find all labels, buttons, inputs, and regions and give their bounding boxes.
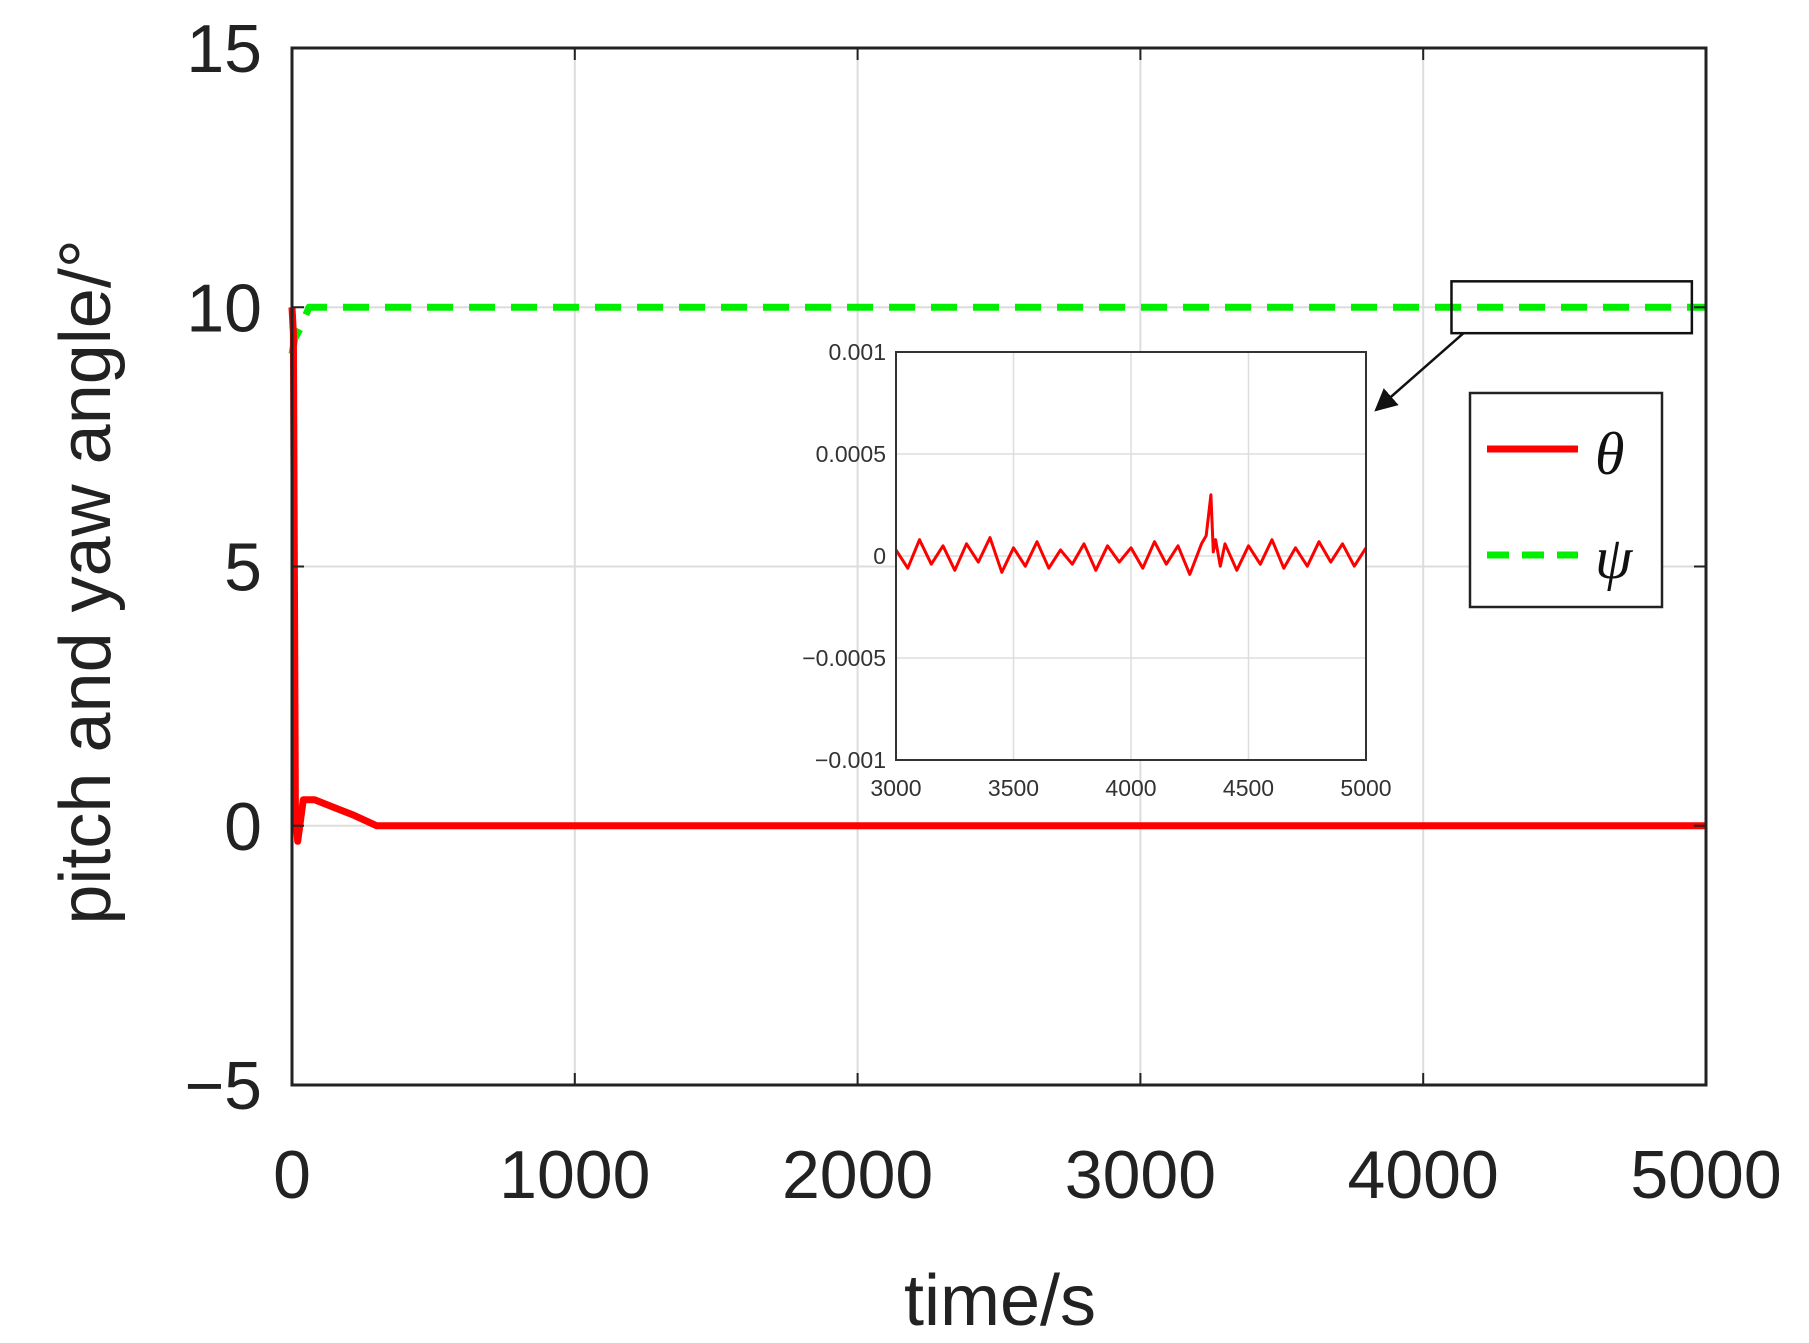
x-axis-label: time/s [904,1261,1096,1341]
inset-x-tick-labels: 3000 3500 4000 4500 5000 [870,775,1391,801]
legend-label-psi: ψ [1595,525,1634,591]
x-tick-label: 5000 [1630,1137,1781,1213]
y-tick-label: 5 [224,530,262,606]
inset-plot: 3000 3500 4000 4500 5000 −0.001 −0.0005 0 0.000… [802,339,1391,801]
main-y-tick-labels: −5 0 5 10 15 [184,11,1706,1124]
inset-series-line [894,493,1368,576]
series-theta-line [288,307,1706,845]
x-tick-label: 4000 [1348,1137,1499,1213]
x-tick-label: 1000 [499,1137,650,1213]
inset-y-tick-labels: −0.001 −0.0005 0 0.0005 0.001 [802,339,886,773]
inset-x-tick-label: 3000 [870,775,921,801]
y-tick-label: 10 [186,270,262,346]
inset-y-tick-label: 0.001 [828,339,886,365]
inset-y-tick-label: 0.0005 [816,441,886,467]
main-x-tick-labels: 0 1000 2000 3000 4000 5000 [273,48,1782,1213]
y-tick-label: 15 [186,11,262,87]
x-tick-label: 0 [273,1137,311,1213]
inset-x-tick-label: 4500 [1223,775,1274,801]
legend-label-theta: θ [1595,421,1624,487]
inset-x-tick-label: 4000 [1105,775,1156,801]
inset-series [894,493,1368,576]
inset-y-tick-label: −0.0005 [802,645,886,671]
inset-y-tick-label: 0 [873,543,886,569]
zoom-arrow [1374,332,1465,412]
y-tick-label: −5 [184,1048,262,1124]
y-tick-label: 0 [224,789,262,865]
inset-plot-frame [895,351,1367,761]
inset-x-tick-label: 5000 [1340,775,1391,801]
main-series [288,303,1706,845]
zoom-region-box [1450,280,1694,335]
inset-x-tick-label: 3500 [988,775,1039,801]
y-axis-label: pitch and yaw angle/° [46,239,126,924]
series-psi-line [288,303,1706,355]
x-tick-label: 3000 [1065,1137,1216,1213]
x-tick-label: 2000 [782,1137,933,1213]
legend-box [1468,391,1664,609]
legend: θ ψ [1468,391,1664,609]
inset-y-tick-label: −0.001 [815,747,886,773]
